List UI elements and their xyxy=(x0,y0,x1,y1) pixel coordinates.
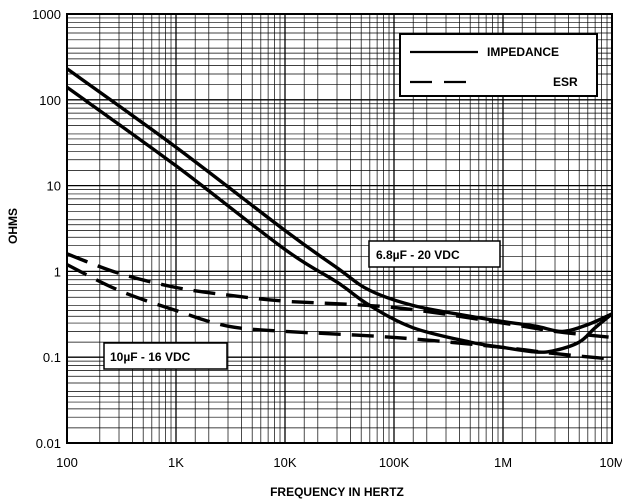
esr-curve xyxy=(66,263,613,361)
y-tick-label: 10 xyxy=(47,179,61,194)
x-tick-label: 10K xyxy=(273,455,296,470)
y-tick-label: 1000 xyxy=(32,7,61,22)
legend: IMPEDANCE ESR xyxy=(399,33,598,97)
impedance-curve xyxy=(66,85,614,354)
y-tick-label: 1 xyxy=(54,264,61,279)
legend-label-esr: ESR xyxy=(553,75,578,89)
y-axis-title: OHMS xyxy=(6,208,20,244)
data-curves xyxy=(66,67,614,361)
x-axis-title: FREQUENCY IN HERTZ xyxy=(270,485,404,499)
legend-label-impedance: IMPEDANCE xyxy=(487,45,559,59)
grid-lines xyxy=(67,14,612,443)
x-tick-label: 1M xyxy=(494,455,512,470)
annotation-box xyxy=(368,240,501,268)
x-tick-label: 10M xyxy=(599,455,622,470)
x-tick-label: 100 xyxy=(56,455,78,470)
annotation-10uF-16vdc: 10µF - 16 VDC xyxy=(103,342,228,370)
legend-box xyxy=(399,33,598,97)
y-tick-label: 0.01 xyxy=(36,436,61,451)
annotation-label: 10µF - 16 VDC xyxy=(110,350,191,364)
x-tick-label: 1K xyxy=(168,455,184,470)
annotation-box xyxy=(103,342,228,370)
esr-curve xyxy=(66,252,613,340)
plot-frame xyxy=(66,13,613,444)
annotation-6-8uF-20vdc: 6.8µF - 20 VDC xyxy=(368,240,501,268)
y-tick-label: 0.1 xyxy=(43,350,61,365)
x-tick-label: 100K xyxy=(379,455,410,470)
tick-labels: 100 1K 10K 100K 1M 10M 0.01 0.1 1 10 100 1000 xyxy=(32,7,622,470)
annotation-label: 6.8µF - 20 VDC xyxy=(376,248,460,262)
y-tick-label: 100 xyxy=(39,93,61,108)
